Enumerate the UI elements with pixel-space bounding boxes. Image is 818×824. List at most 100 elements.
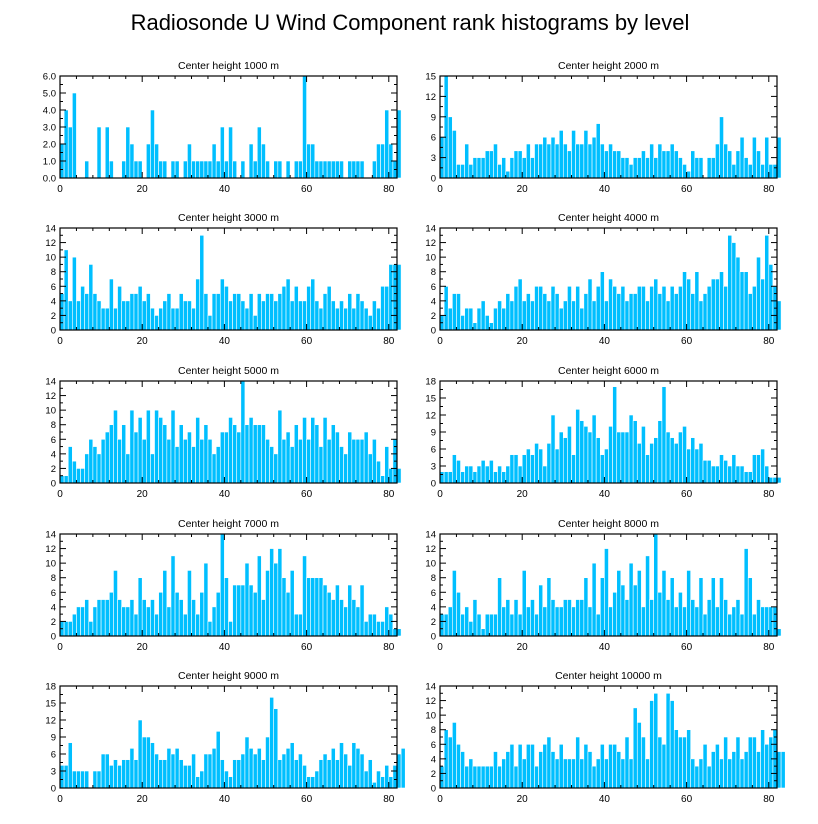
- bar: [521, 570, 527, 637]
- bar: [113, 307, 118, 331]
- bar: [443, 471, 449, 484]
- bar: [710, 751, 716, 789]
- bar: [199, 438, 205, 484]
- x-tick-label: 0: [57, 336, 63, 347]
- bar: [669, 577, 675, 637]
- bar: [715, 143, 720, 179]
- bar: [59, 475, 65, 484]
- bar: [636, 722, 642, 789]
- bar: [72, 256, 77, 331]
- x-tick-label: 60: [301, 642, 313, 653]
- y-tick-label: 2: [51, 617, 56, 628]
- bar: [686, 570, 692, 637]
- bar: [682, 736, 687, 789]
- bar: [501, 157, 507, 179]
- bar: [203, 424, 209, 484]
- bar: [501, 758, 507, 789]
- bar: [191, 753, 196, 789]
- bar: [104, 431, 110, 484]
- bar: [538, 285, 544, 331]
- bar: [567, 758, 572, 789]
- y-tick-label: 4: [431, 602, 436, 613]
- panel-7: Center height 7000 m 0 20 40 60 80 0 2 4 6 8 10 12 14: [45, 518, 402, 653]
- bar: [686, 729, 692, 789]
- bar: [339, 160, 344, 179]
- bar: [719, 454, 724, 484]
- bar: [224, 770, 229, 789]
- bar: [170, 409, 176, 484]
- bar: [318, 160, 324, 179]
- y-tick-label: 0: [51, 784, 56, 795]
- y-tick-label: 10: [45, 253, 56, 264]
- bar: [244, 424, 250, 484]
- bar: [310, 278, 316, 331]
- bar: [694, 271, 700, 331]
- bar: [464, 606, 470, 637]
- bar: [719, 758, 724, 789]
- bar: [178, 599, 184, 637]
- bar: [530, 157, 535, 179]
- bar: [464, 465, 470, 484]
- bar: [174, 307, 180, 331]
- bar: [657, 736, 663, 789]
- bar: [211, 606, 217, 637]
- bar: [772, 477, 778, 484]
- panel-1: Center height 1000 m 0 20 40 60 80 0.0 1.0 2.0 3.…: [43, 60, 402, 195]
- y-tick-label: 5.0: [43, 89, 56, 100]
- y-tick-label: 6: [51, 435, 56, 446]
- bar: [351, 438, 357, 484]
- x-tick-label: 0: [57, 489, 63, 500]
- panels: Center height 1000 m0 20 40 60 800.01.02.03.…: [43, 60, 786, 805]
- bar: [571, 454, 576, 484]
- bar: [380, 776, 385, 789]
- bar: [678, 285, 683, 331]
- bar: [343, 453, 348, 484]
- bar: [661, 285, 667, 331]
- bar: [517, 613, 523, 637]
- bar: [133, 160, 139, 179]
- bar: [372, 782, 377, 789]
- bar: [678, 591, 683, 637]
- bar: [256, 748, 262, 789]
- bar: [452, 130, 457, 179]
- bar: [764, 465, 770, 484]
- bar: [591, 765, 597, 789]
- bar: [509, 157, 515, 179]
- bar: [150, 307, 155, 331]
- bar: [550, 414, 556, 484]
- bar: [509, 300, 515, 331]
- y-tick-label: 3.0: [43, 123, 56, 134]
- bar: [269, 697, 275, 789]
- bar: [509, 743, 515, 789]
- bar: [604, 448, 609, 484]
- bar: [182, 765, 188, 789]
- bar: [464, 307, 470, 331]
- bar: [690, 599, 696, 637]
- x-tick-label: 20: [517, 184, 529, 195]
- bar: [624, 157, 630, 179]
- bar: [174, 748, 180, 789]
- bar: [314, 770, 320, 789]
- bar: [595, 437, 601, 484]
- bar: [236, 431, 242, 484]
- x-tick-label: 40: [219, 184, 231, 195]
- bar: [162, 300, 168, 331]
- bar: [187, 570, 192, 637]
- bar: [484, 765, 490, 789]
- bar: [657, 591, 663, 637]
- bar: [96, 300, 102, 331]
- bar: [84, 160, 90, 179]
- y-tick-label: 6: [51, 750, 56, 761]
- bar: [162, 160, 168, 179]
- bar: [575, 285, 581, 331]
- bar: [562, 143, 568, 179]
- bar: [72, 770, 77, 789]
- bar: [513, 599, 519, 637]
- y-tick-label: 4: [431, 754, 436, 765]
- bar: [293, 285, 299, 331]
- y-tick-label: 8: [431, 267, 436, 278]
- bar: [534, 443, 539, 484]
- bar: [396, 264, 402, 331]
- bar: [669, 437, 675, 484]
- bar: [669, 285, 675, 331]
